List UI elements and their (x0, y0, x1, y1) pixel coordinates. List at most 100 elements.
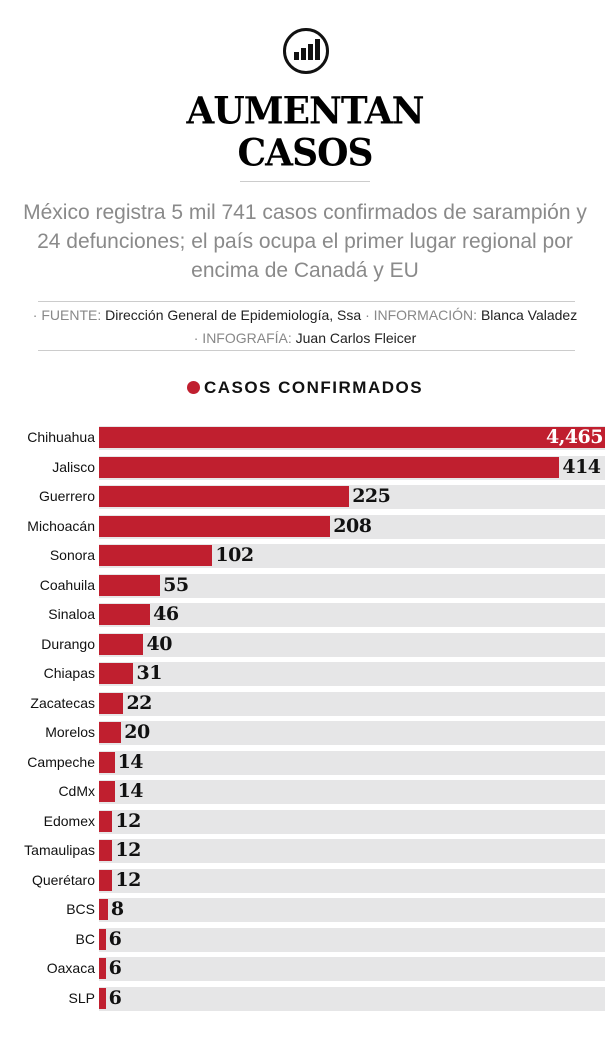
value-label: 46 (153, 603, 179, 625)
category-label: Tamaulipas (24, 842, 95, 858)
bar-row: Coahuila 55 (0, 573, 610, 598)
bar (99, 899, 108, 920)
bar-row: Zacatecas 22 (0, 691, 610, 716)
source-key: · FUENTE: (32, 307, 102, 323)
bar (99, 545, 213, 566)
bar-row: Chihuahua 4,465 (0, 426, 610, 450)
bar (99, 633, 144, 655)
bar-track (99, 691, 605, 716)
category-label: SLP (68, 989, 95, 1006)
subtitle: México registra 5 mil 741 casos confirma… (23, 201, 587, 282)
bar-row: CdMx 14 (0, 780, 610, 804)
bar (99, 722, 122, 743)
bar (99, 840, 113, 861)
value-label: 12 (115, 809, 141, 832)
value-label: 102 (215, 544, 254, 566)
bar-track (99, 839, 605, 863)
bar (99, 751, 115, 773)
bar-track (99, 957, 605, 981)
value-label: 14 (117, 780, 144, 802)
legend: CASOS CONFIRMADOS (0, 378, 610, 398)
graphic-key: · INFOGRAFÍA: (193, 330, 292, 346)
category-label: Durango (41, 635, 95, 652)
value-label: 414 (562, 455, 601, 478)
divider (240, 181, 370, 182)
category-label: Sinaloa (48, 606, 95, 622)
bar (99, 663, 134, 684)
bar-track (99, 632, 605, 657)
bar-row: Edomex 12 (0, 809, 610, 834)
title-line-1: AUMENTAN (186, 88, 424, 134)
bar-row: SLP 6 (0, 986, 610, 1011)
category-label: BCS (66, 901, 95, 917)
bar-track (99, 750, 605, 775)
category-label: Campeche (27, 753, 95, 770)
bar-row: Jalisco 414 (0, 455, 610, 480)
bar-row: Michoacán 208 (0, 514, 610, 539)
bar-track (99, 927, 605, 952)
bar-track (99, 986, 605, 1011)
bar (99, 486, 350, 507)
value-label: 55 (163, 573, 189, 596)
bar-track (99, 603, 605, 627)
category-label: Querétaro (31, 871, 95, 888)
value-label: 225 (352, 485, 391, 507)
bar (99, 604, 151, 625)
category-label: Oaxaca (46, 960, 95, 976)
bar-row: Campeche 14 (0, 750, 610, 775)
bar-track (99, 809, 605, 834)
title-line-2: CASOS (237, 130, 374, 176)
bar-row: Oaxaca 6 (0, 957, 610, 981)
bar-row: Morelos 20 (0, 721, 610, 745)
source-value: Dirección General de Epidemiología, Ssa (105, 307, 362, 323)
legend-dot-icon (186, 381, 200, 394)
category-label: Jalisco (52, 458, 95, 475)
value-label: 14 (117, 750, 144, 773)
legend-label: CASOS CONFIRMADOS (203, 378, 424, 397)
bar-row: Durango 40 (0, 632, 610, 657)
category-label: BC (75, 930, 95, 947)
value-label: 6 (108, 957, 122, 979)
category-label: Chihuahua (27, 429, 95, 445)
credits: · FUENTE: Dirección General de Epidemiol… (30, 304, 580, 350)
value-label: 4,465 (546, 426, 604, 448)
divider (38, 301, 575, 302)
bar-track (99, 721, 605, 745)
category-label: Chiapas (43, 665, 95, 681)
value-label: 6 (108, 927, 122, 950)
bar (99, 515, 331, 537)
category-label: Sonora (49, 547, 95, 563)
value-label: 208 (333, 514, 372, 537)
bar (99, 692, 124, 714)
bar-track (99, 868, 605, 893)
bar (99, 928, 106, 950)
bar-track (99, 573, 605, 598)
category-label: CdMx (58, 783, 95, 799)
divider (38, 350, 575, 351)
bar (99, 574, 161, 596)
value-label: 22 (126, 691, 152, 714)
bar-row: Guerrero 225 (0, 485, 610, 509)
value-label: 8 (110, 898, 124, 920)
bar-track (99, 662, 605, 686)
value-label: 31 (136, 662, 162, 684)
info-value: Blanca Valadez (480, 307, 578, 323)
bar-row: BCS 8 (0, 898, 610, 922)
value-label: 12 (115, 839, 141, 861)
category-label: Morelos (45, 724, 95, 740)
graphic-value: Juan Carlos Fleicer (295, 330, 417, 346)
value-label: 20 (124, 721, 150, 743)
category-label: Coahuila (39, 576, 95, 593)
bar (99, 456, 560, 478)
bar (99, 427, 605, 448)
bar (99, 869, 113, 891)
value-label: 6 (108, 986, 122, 1009)
category-label: Edomex (43, 812, 95, 829)
value-label: 40 (146, 632, 172, 655)
bar-row: Sinaloa 46 (0, 603, 610, 627)
bar-row: Sonora 102 (0, 544, 610, 568)
bar-track (99, 898, 605, 922)
bar-row: BC 6 (0, 927, 610, 952)
bar-chart-icon (283, 28, 329, 74)
bar (99, 958, 106, 979)
